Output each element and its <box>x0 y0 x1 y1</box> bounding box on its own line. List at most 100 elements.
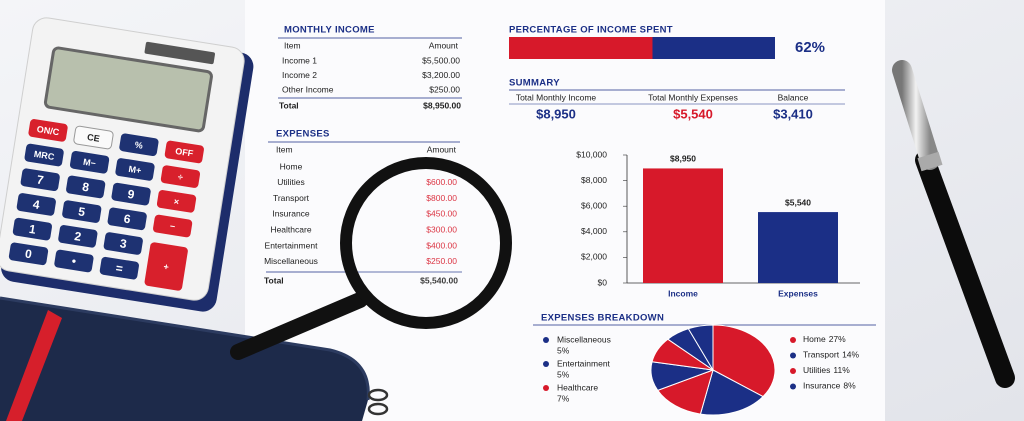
table-cell: Utilities <box>277 177 304 187</box>
table-total: $5,540.00 <box>420 275 458 285</box>
table-cell: $250.00 <box>426 256 457 266</box>
table-cell: $300.00 <box>426 224 457 234</box>
legend-marker <box>790 368 796 374</box>
summary-value: $8,950 <box>536 106 576 121</box>
legend-marker <box>543 337 549 343</box>
key-label: OFF <box>175 146 195 159</box>
key-label: 1 <box>28 222 37 237</box>
legend-value: 27% <box>829 334 846 344</box>
key-label: % <box>134 140 143 151</box>
legend-value: 5% <box>557 369 570 379</box>
key-label: + <box>163 262 170 273</box>
calculator-key <box>66 175 106 199</box>
value-label: $5,540 <box>785 197 811 207</box>
x-tick-label: Income <box>668 288 698 298</box>
table-cell: $5,500.00 <box>422 55 460 65</box>
bar <box>758 212 838 283</box>
y-tick-label: $0 <box>598 277 608 287</box>
calculator-key <box>16 193 56 216</box>
summary-label: Total Monthly Expenses <box>648 92 738 102</box>
legend-label: Miscellaneous <box>557 334 611 344</box>
key-label: M+ <box>128 164 142 176</box>
calculator-key <box>164 140 204 164</box>
y-tick-label: $6,000 <box>581 200 607 210</box>
key-label: × <box>173 196 180 207</box>
table-cell: Income 2 <box>282 70 317 80</box>
legend-value: 5% <box>557 345 570 355</box>
table-cell: $800.00 <box>426 193 457 203</box>
progress-fill <box>509 37 653 59</box>
table-cell: Healthcare <box>270 224 311 234</box>
key-label: 5 <box>77 204 86 219</box>
summary-value: $3,410 <box>773 106 813 121</box>
section-title: EXPENSES BREAKDOWN <box>541 313 664 324</box>
legend-value: 8% <box>843 381 856 391</box>
section-title: PERCENTAGE OF INCOME SPENT <box>509 25 673 36</box>
table-cell: $250.00 <box>429 84 460 94</box>
y-tick-label: $2,000 <box>581 252 607 262</box>
table-cell: Insurance <box>272 209 310 219</box>
key-label: • <box>71 254 77 268</box>
legend-label: Entertainment <box>557 358 611 368</box>
key-label: CE <box>86 132 100 144</box>
table-header: Amount <box>429 40 459 50</box>
bar <box>643 168 723 283</box>
pen <box>892 60 1015 388</box>
y-tick-label: $10,000 <box>576 149 607 159</box>
legend-name: Insurance <box>803 381 841 391</box>
key-label: MRC <box>33 149 55 162</box>
key-label: − <box>169 221 176 232</box>
legend-name: Home <box>803 334 826 344</box>
legend-marker <box>790 383 796 390</box>
calculator-key <box>62 200 102 223</box>
pie-slice <box>712 324 776 398</box>
table-cell: Entertainment <box>265 240 319 250</box>
section-title: EXPENSES <box>276 129 330 140</box>
value-label: $8,950 <box>670 154 696 164</box>
section-title: SUMMARY <box>509 78 560 89</box>
summary-label: Total Monthly Income <box>516 92 597 102</box>
key-label: ÷ <box>177 172 184 183</box>
y-tick-label: $8,000 <box>581 175 607 185</box>
notebook <box>0 296 389 421</box>
table-total: Total <box>279 100 299 110</box>
calculator-key <box>20 168 60 192</box>
calculator-key <box>58 225 98 248</box>
table-header: Amount <box>427 144 457 154</box>
legend-name: Utilities <box>803 365 830 375</box>
calculator-key <box>69 150 110 174</box>
key-label: 0 <box>24 247 33 262</box>
table-header: Item <box>276 144 293 154</box>
calculator-key <box>156 190 197 213</box>
calculator-key <box>8 242 49 266</box>
calculator-key <box>28 119 68 142</box>
key-label: = <box>115 261 124 276</box>
legend-name: Transport <box>803 350 840 360</box>
section-title: MONTHLY INCOME <box>284 25 375 36</box>
summary-value: $5,540 <box>673 106 713 121</box>
summary-label: Balance <box>778 92 809 102</box>
legend-label: Healthcare <box>557 382 598 392</box>
x-tick-label: Expenses <box>778 288 818 298</box>
pie-slice <box>687 324 714 372</box>
pie-slice <box>656 369 714 415</box>
key-label: 3 <box>119 236 128 251</box>
legend-marker <box>543 385 549 391</box>
calculator-key <box>103 232 143 255</box>
calculator-key <box>54 249 94 273</box>
magnifier <box>230 157 512 360</box>
key-label: 6 <box>123 212 132 227</box>
calculator-key <box>107 207 147 231</box>
legend-label: Transport 14% <box>803 350 860 360</box>
table-cell: Miscellaneous <box>264 256 318 266</box>
calculator-key <box>12 217 53 241</box>
legend-label: Home 27% <box>803 334 846 344</box>
calculator-key <box>73 125 114 150</box>
pie-slice <box>699 369 764 416</box>
legend-value: 14% <box>842 350 859 360</box>
key-label: M− <box>82 157 96 169</box>
legend-label: Insurance 8% <box>803 381 856 391</box>
legend-value: 7% <box>557 393 570 403</box>
table-cell: $3,200.00 <box>422 70 460 80</box>
